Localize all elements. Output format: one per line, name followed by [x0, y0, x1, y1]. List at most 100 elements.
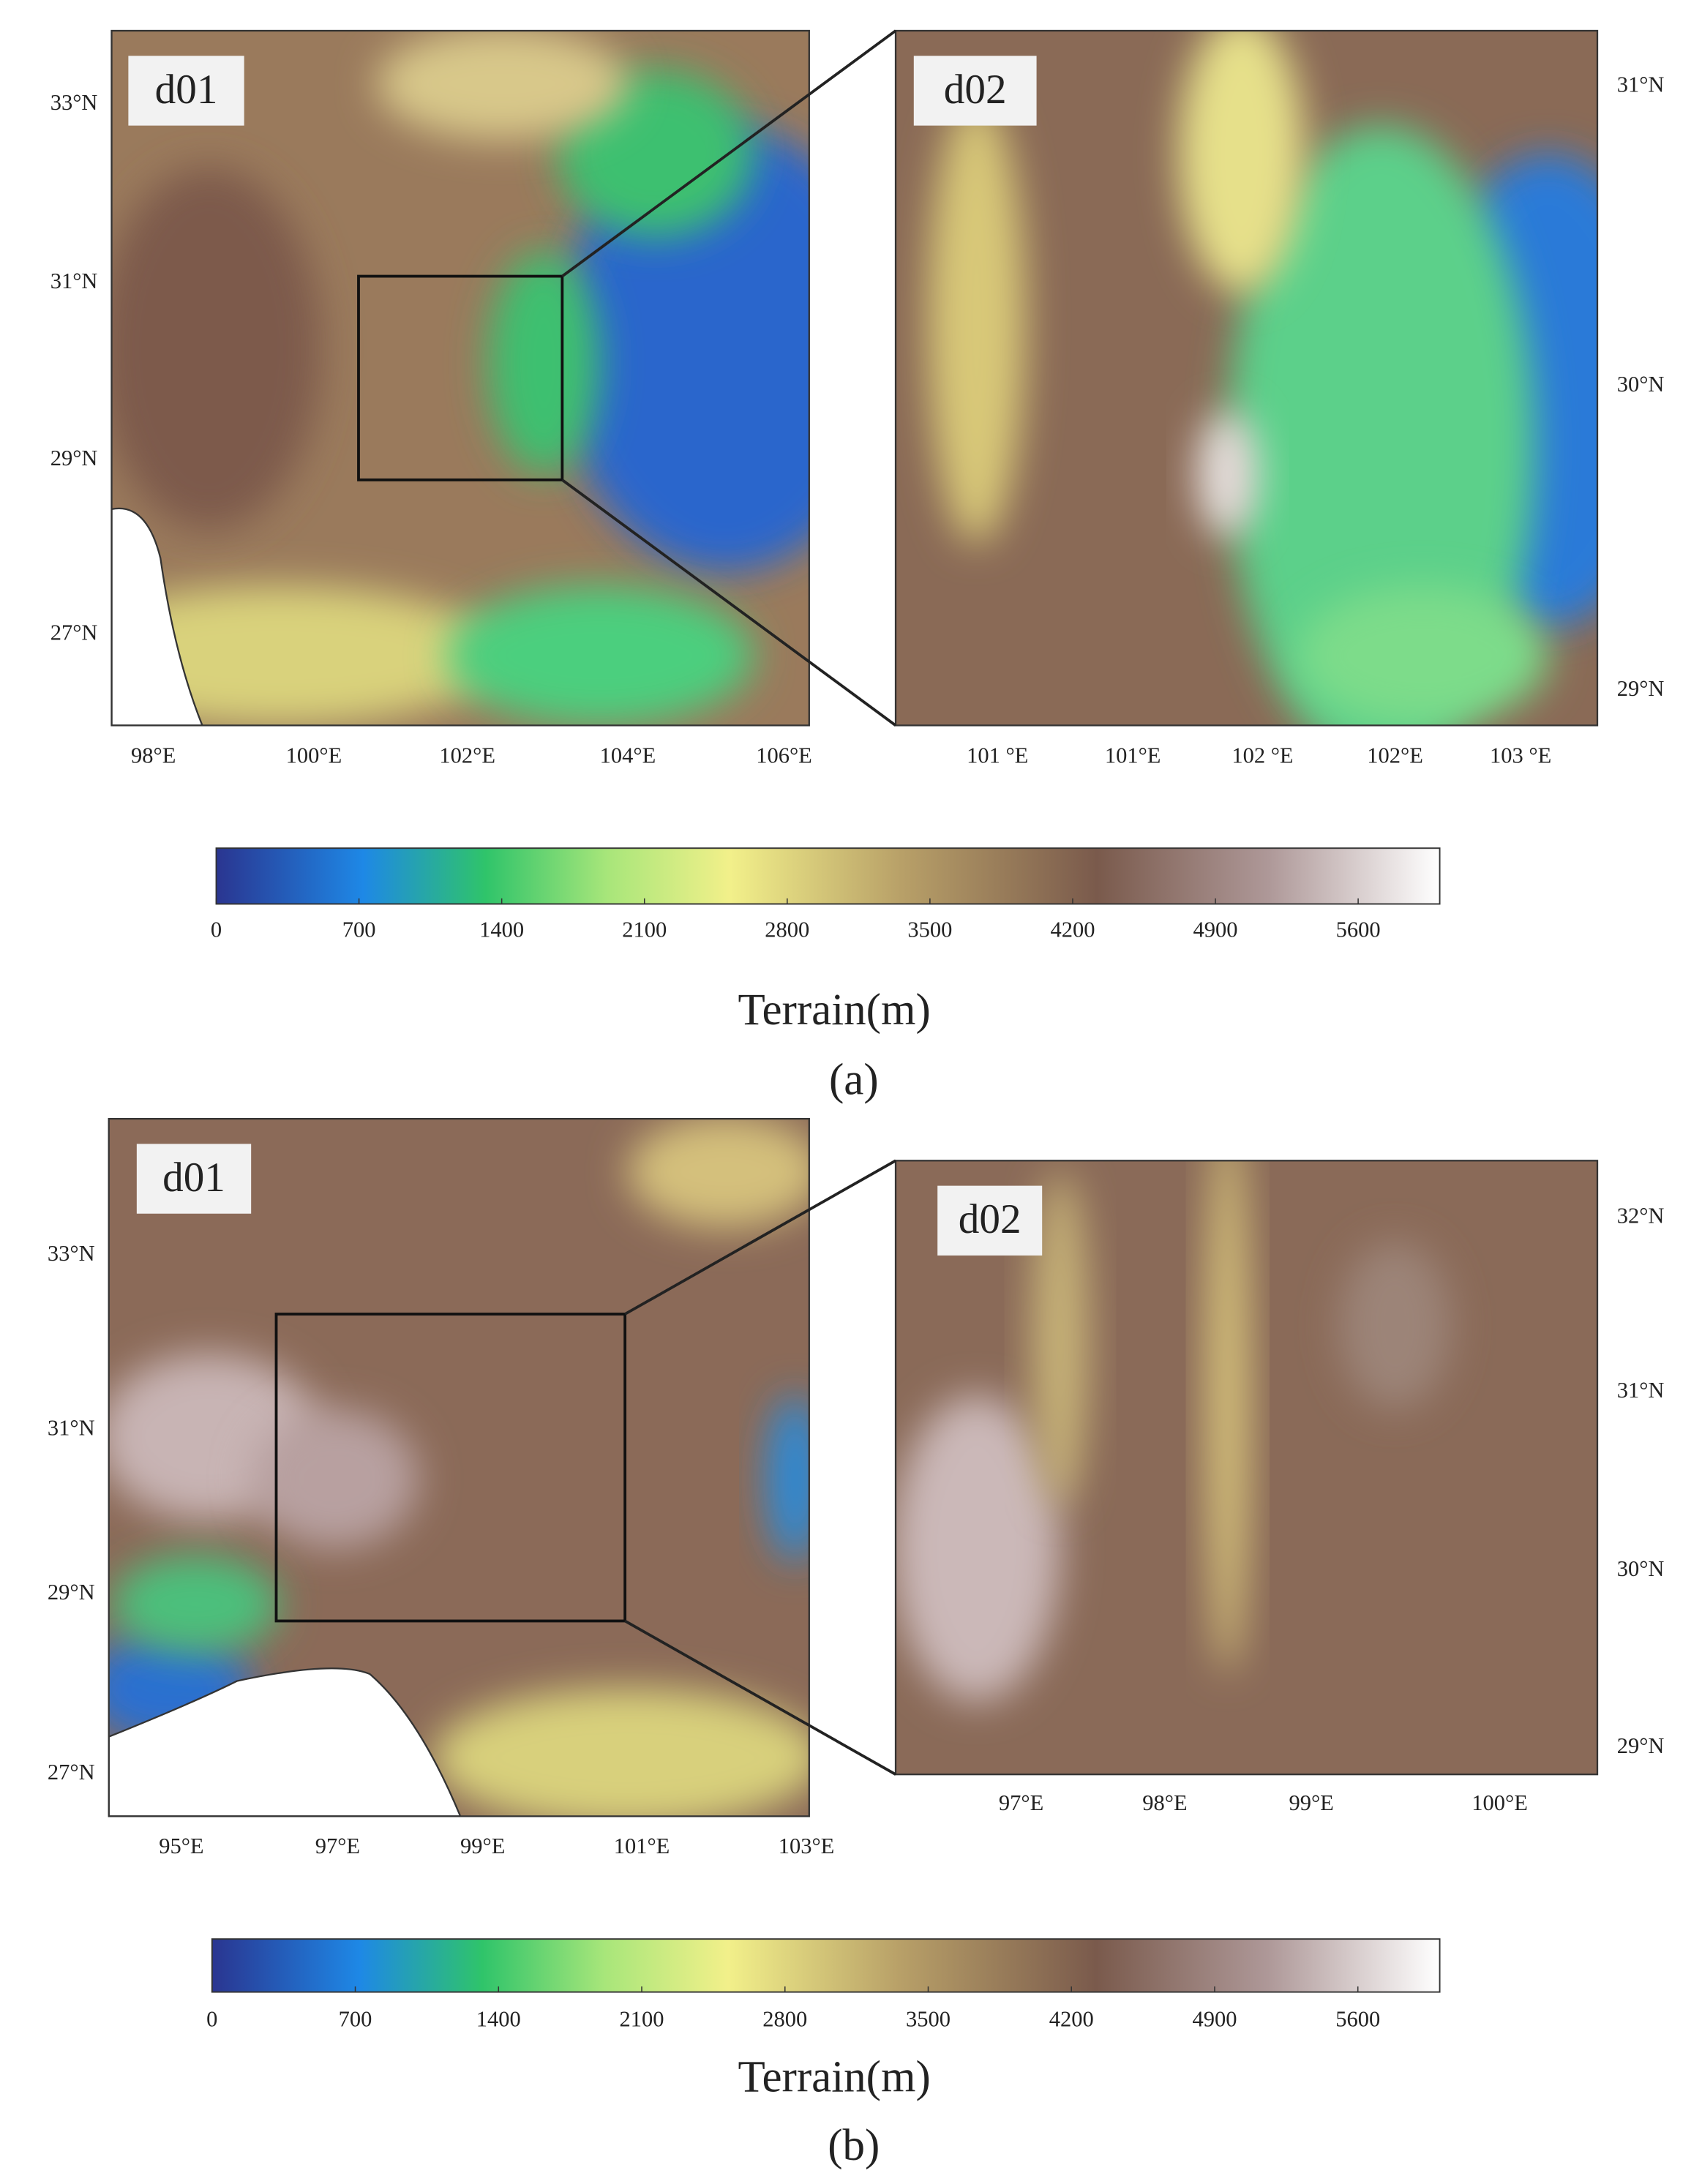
terrain-patch: [1297, 585, 1549, 726]
terrain: [111, 30, 809, 726]
terrain-patch: [1207, 1160, 1249, 1674]
domain-label: d01: [162, 1155, 225, 1201]
colorbar: [215, 847, 1441, 905]
x-tick-label: 99°E: [460, 1834, 505, 1858]
x-tick-label: 103 °E: [1490, 743, 1551, 768]
terrain-patch: [111, 1555, 280, 1654]
y-tick-label: 31°N: [48, 1415, 95, 1440]
x-tick-label: 101°E: [614, 1834, 670, 1858]
domain-label-box: [937, 1185, 1043, 1256]
colorbar-tick-label: 2800: [762, 2007, 807, 2032]
y-tick-label: 33°N: [48, 1241, 95, 1266]
colorbar-tick-label: 0: [211, 917, 222, 942]
y-tick-label: 27°N: [48, 1760, 95, 1785]
colorbar-tick-label: 700: [339, 2007, 372, 2032]
zoom-line: [561, 29, 897, 278]
x-tick-label: 100°E: [286, 743, 342, 768]
terrain-patch: [896, 1395, 1060, 1702]
map-frame: [108, 1117, 810, 1817]
terrain: [896, 1160, 1598, 1775]
colorbar-tick-label: 4900: [1192, 2007, 1237, 2032]
terrain: [896, 30, 1598, 726]
x-tick-label: 97°E: [315, 1834, 360, 1858]
sea-area: [111, 507, 203, 726]
domain-label: d02: [959, 1196, 1021, 1242]
x-tick-label: 97°E: [999, 1790, 1043, 1815]
y-tick-label: 33°N: [50, 90, 98, 115]
colorbar-tick-label: 2800: [765, 917, 809, 942]
panel: d01 95°E 97°E 99°E 101°E 103°E 33°N 31°N 29°N 27°…: [48, 1117, 1665, 2170]
zoom-line: [624, 1159, 896, 1316]
colorbar-tick-label: 700: [342, 917, 376, 942]
panel-caption: (b): [828, 2121, 880, 2170]
x-tick-label: 102 °E: [1231, 743, 1293, 768]
inset-box: [274, 1313, 627, 1623]
terrain-patch: [1179, 30, 1305, 293]
terrain-patch: [111, 585, 503, 726]
map: d02 101 °E 101°E 102 °E 102°E 103 °E 31°N 30°N 2…: [894, 29, 1665, 768]
colorbar-tick-label: 2100: [622, 917, 667, 942]
colorbar-tick-label: 1400: [479, 917, 524, 942]
map-frame: [110, 29, 810, 727]
colorbar-tick-label: 4200: [1049, 2007, 1094, 2032]
y-tick-label: 31°N: [1617, 72, 1665, 97]
domain-label-box: [128, 56, 244, 126]
terrain-patch: [251, 1408, 419, 1549]
map: d01 95°E 97°E 99°E 101°E 103°E 33°N 31°N 29°N 27°…: [48, 1117, 835, 1858]
y-tick-label: 31°N: [50, 269, 98, 293]
colorbar-label: Terrain(m): [738, 986, 930, 1035]
y-tick-label: 32°N: [1617, 1203, 1665, 1228]
y-tick-label: 27°N: [50, 620, 98, 645]
y-tick-label: 30°N: [1617, 372, 1665, 397]
y-tick-label: 29°N: [48, 1580, 95, 1605]
x-tick-label: 102°E: [439, 743, 495, 768]
x-tick-label: 98°E: [1142, 1790, 1187, 1815]
x-tick-label: 104°E: [600, 743, 656, 768]
domain-label-box: [136, 1144, 252, 1214]
y-tick-label: 30°N: [1617, 1556, 1665, 1581]
y-tick-label: 29°N: [50, 446, 98, 470]
terrain: [108, 1119, 809, 1817]
colorbar-tick-label: 5600: [1336, 917, 1381, 942]
map: d01 98°E 100°E 102°E 104°E 106°E 33°N 31°N 29°N 2…: [50, 29, 812, 768]
x-tick-label: 98°E: [131, 743, 176, 768]
terrain-patch: [446, 585, 754, 726]
panel-caption: (a): [829, 1055, 879, 1104]
colorbar: [211, 1938, 1441, 1993]
colorbar-tick-label: 5600: [1335, 2007, 1380, 2032]
terrain-patch: [1227, 125, 1535, 726]
map-frame: [894, 1160, 1599, 1776]
x-tick-label: 95°E: [159, 1834, 203, 1858]
x-tick-label: 100°E: [1472, 1790, 1528, 1815]
terrain-patch: [488, 251, 600, 475]
domain-label: d02: [944, 67, 1007, 113]
x-tick-label: 99°E: [1289, 1790, 1334, 1815]
x-tick-label: 101 °E: [967, 743, 1028, 768]
terrain-patch: [558, 125, 809, 572]
domain-label: d01: [155, 67, 218, 113]
terrain-patch: [1196, 411, 1259, 538]
colorbar-tick-label: 3500: [907, 917, 952, 942]
sea-area: [108, 1667, 462, 1817]
y-tick-label: 29°N: [1617, 1733, 1665, 1758]
zoom-line: [561, 479, 897, 727]
colorbar-label: Terrain(m): [738, 2053, 930, 2102]
terrain-patch: [627, 1119, 809, 1228]
terrain-patch: [1339, 1241, 1451, 1409]
colorbar-tick-label: 4200: [1050, 917, 1095, 942]
x-tick-label: 101°E: [1105, 743, 1161, 768]
terrain-patch: [767, 1395, 809, 1563]
terrain-patch: [376, 30, 628, 140]
y-tick-label: 31°N: [1617, 1378, 1665, 1403]
x-tick-label: 103°E: [779, 1834, 835, 1858]
zoom-line: [624, 1619, 896, 1776]
colorbar-tick-label: 3500: [906, 2007, 951, 2032]
inset-box: [357, 274, 564, 481]
panel: d01 98°E 100°E 102°E 104°E 106°E 33°N 31°N 29°N 2…: [50, 29, 1665, 1104]
map-frame: [894, 29, 1599, 727]
y-tick-label: 29°N: [1617, 676, 1665, 701]
terrain-patch: [1032, 1171, 1089, 1507]
colorbar-tick-label: 1400: [476, 2007, 521, 2032]
